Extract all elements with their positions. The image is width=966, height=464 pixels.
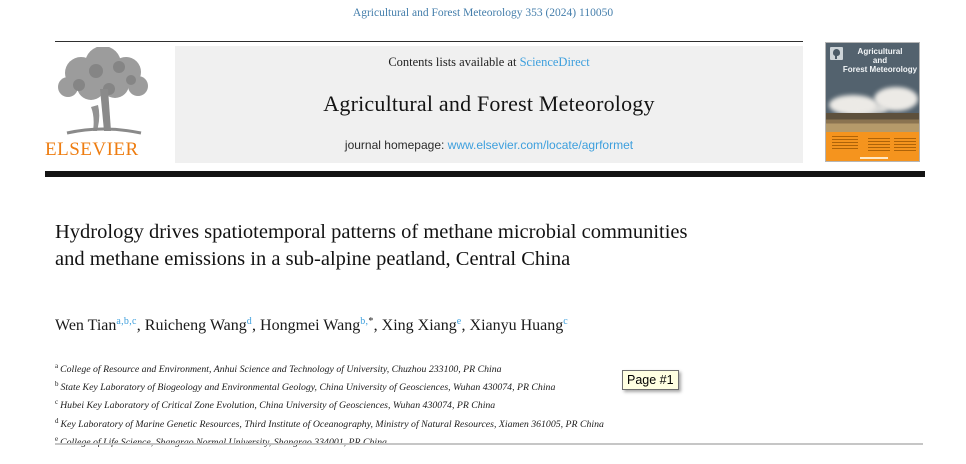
cover-orange-band — [826, 132, 919, 161]
page-number-tooltip: Page #1 — [622, 370, 679, 390]
author-name: Wen Tian — [55, 317, 117, 334]
cover-fine-print — [894, 138, 916, 152]
affiliation-text: College of Life Science, Shangrao Normal… — [60, 437, 387, 448]
author-affil-sup: c — [563, 316, 569, 327]
cover-fine-print — [868, 138, 890, 152]
cover-issn-line — [860, 157, 888, 159]
author: Xing Xiange, — [381, 316, 470, 334]
header-top-rule — [55, 41, 803, 42]
affiliation-text: State Key Laboratory of Biogeology and E… — [60, 382, 556, 394]
author: Hongmei Wangb,*, — [260, 316, 382, 334]
affiliation-sup: d — [55, 416, 59, 425]
author: Xianyu Huangc — [469, 316, 569, 334]
affiliation-sup: a — [55, 362, 59, 370]
author: Wen Tiana,b,c, — [55, 316, 145, 334]
affiliation-text: Hubei Key Laboratory of Critical Zone Ev… — [60, 400, 496, 412]
author-name: Xianyu Huang — [469, 317, 564, 334]
author-separator: , — [461, 317, 470, 334]
author-name: Ruicheng Wang — [144, 317, 247, 334]
elsevier-logo: ELSEVIER — [45, 47, 161, 163]
author-separator: , — [252, 317, 261, 334]
affiliation-sup: e — [55, 434, 59, 443]
author: Ruicheng Wangd, — [144, 316, 261, 334]
homepage-line: journal homepage: www.elsevier.com/locat… — [345, 138, 633, 152]
elsevier-wordmark: ELSEVIER — [45, 139, 139, 160]
homepage-link[interactable]: www.elsevier.com/locate/agrformet — [447, 138, 634, 152]
affiliation: a College of Resource and Environment, An… — [55, 359, 815, 377]
cover-title-line3: Forest Meteorology — [842, 65, 918, 75]
cover-field-photo — [826, 113, 919, 132]
affiliation-list: a College of Resource and Environment, An… — [55, 359, 815, 450]
journal-title: Agricultural and Forest Meteorology — [323, 91, 655, 116]
cover-title-line1: Agricultural — [857, 47, 903, 56]
affiliation: d Key Laboratory of Marine Genetic Resour… — [55, 414, 815, 432]
author-star-sup: * — [368, 316, 374, 327]
affiliation: b State Key Laboratory of Biogeology and … — [55, 377, 815, 395]
author-separator: , — [136, 317, 145, 334]
homepage-label: journal homepage: — [344, 138, 448, 152]
cover-title: Agricultural and Forest Meteorology — [842, 47, 918, 75]
affiliation-text: Key Laboratory of Marine Genetic Resourc… — [60, 418, 604, 430]
author-list: Wen Tiana,b,c, Ruicheng Wangd, Hongmei W… — [55, 316, 855, 335]
cover-fine-print — [832, 136, 858, 150]
elsevier-tree-icon — [58, 47, 148, 135]
author-affil-sup: b, — [360, 316, 369, 327]
header-divider-bar — [45, 171, 925, 177]
author-affil-sup: a,b,c — [116, 316, 137, 327]
author-name: Xing Xiang — [381, 317, 457, 334]
journal-citation: Agricultural and Forest Meteorology 353 … — [352, 7, 614, 19]
contents-text: Contents lists available at — [388, 55, 520, 69]
author-affil-sup: d — [246, 316, 253, 327]
author-affil-sup: e — [456, 316, 462, 327]
article-title: Hydrology drives spatiotemporal patterns… — [55, 221, 688, 270]
affiliation-sup: b — [55, 380, 59, 389]
cover-cloud — [848, 103, 888, 115]
cover-title-line2: and — [872, 56, 888, 66]
journal-cover-thumbnail: Agricultural and Forest Meteorology — [825, 42, 920, 162]
section-divider-rule — [55, 443, 923, 445]
journal-header-banner: Contents lists available at ScienceDirec… — [175, 46, 803, 163]
affiliation: c Hubei Key Laboratory of Critical Zone E… — [55, 395, 815, 413]
author-name: Hongmei Wang — [260, 317, 361, 334]
contents-line: Contents lists available at ScienceDirec… — [388, 55, 589, 70]
affiliation-sup: c — [55, 398, 59, 407]
author-separator: , — [373, 317, 382, 334]
sciencedirect-link[interactable]: ScienceDirect — [519, 55, 590, 69]
affiliation-text: College of Resource and Environment, Anh… — [60, 364, 502, 375]
cover-emblem-icon — [830, 47, 843, 60]
affiliation: eCollege of Life Science, Shangrao Norma… — [55, 432, 815, 450]
